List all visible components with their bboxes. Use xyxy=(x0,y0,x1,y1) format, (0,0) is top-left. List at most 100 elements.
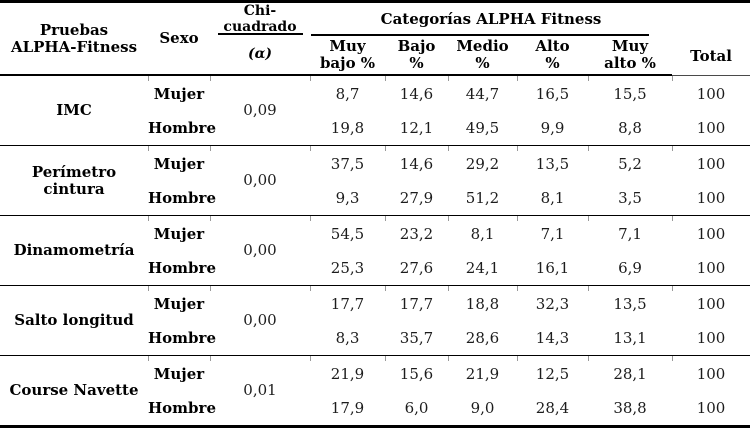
data-cell: 16,5 xyxy=(517,75,588,112)
data-cell: 21,9 xyxy=(448,355,517,392)
sexo-cell: Hombre xyxy=(148,399,216,418)
total-cell: 100 xyxy=(672,75,750,112)
data-cell: 8,1 xyxy=(448,215,517,252)
group-imc: IMC Mujer 0,09 8,7 14,6 44,7 16,5 15,5 1… xyxy=(0,75,750,146)
chi-value: 0,00 xyxy=(210,215,310,286)
header-chi-cuadrado: Chi- cuadrado xyxy=(210,0,310,36)
chi-value: 0,01 xyxy=(210,355,310,427)
group-salto-longitud: Salto longitud Mujer 0,00 17,7 17,7 18,8… xyxy=(0,285,750,356)
total-cell: 100 xyxy=(672,215,750,252)
data-cell: 3,5 xyxy=(618,189,642,208)
data-cell: 17,7 xyxy=(385,285,448,322)
data-cell: 17,9 xyxy=(330,399,365,418)
data-cell: 49,5 xyxy=(465,119,500,138)
data-cell: 28,1 xyxy=(588,355,673,392)
sexo-cell: Hombre xyxy=(148,329,216,348)
chi-value: 0,09 xyxy=(210,75,310,146)
table-row: Salto longitud Mujer 0,00 17,7 17,7 18,8… xyxy=(0,285,750,356)
data-cell: 25,3 xyxy=(330,259,365,278)
data-cell: 18,8 xyxy=(448,285,517,322)
pruebas-label: Dinamometría xyxy=(0,215,148,286)
chi-value: 0,00 xyxy=(210,145,310,216)
data-cell: 7,1 xyxy=(517,215,588,252)
pruebas-label: IMC xyxy=(56,101,92,120)
header-alto: Alto % xyxy=(517,36,588,76)
table-row: Perímetro cintura Mujer 0,00 37,5 14,6 2… xyxy=(0,145,750,216)
data-cell: 16,1 xyxy=(535,259,570,278)
data-cell: 32,3 xyxy=(517,285,588,322)
header-muy-alto: Muy alto % xyxy=(588,36,673,76)
data-cell: 7,1 xyxy=(588,215,673,252)
data-cell: 9,9 xyxy=(540,119,565,138)
sexo-cell: Mujer xyxy=(148,215,210,252)
data-cell: 28,4 xyxy=(535,399,570,418)
data-cell: 51,2 xyxy=(465,189,500,208)
data-cell: 5,2 xyxy=(588,145,673,182)
data-cell: 13,5 xyxy=(588,285,673,322)
data-cell: 35,7 xyxy=(399,329,434,348)
data-cell: 9,3 xyxy=(335,189,360,208)
data-cell: 44,7 xyxy=(448,75,517,112)
group-dinamometria: Dinamometría Mujer 0,00 54,5 23,2 8,1 7,… xyxy=(0,215,750,286)
header-pruebas-alpha-fitness: Pruebas ALPHA-Fitness xyxy=(0,0,148,76)
sexo-cell: Mujer xyxy=(148,285,210,322)
sexo-cell: Mujer xyxy=(148,145,210,182)
data-cell: 9,0 xyxy=(470,399,495,418)
data-cell: 21,9 xyxy=(310,355,385,392)
header-bajo: Bajo % xyxy=(385,36,448,76)
data-cell: 17,7 xyxy=(310,285,385,322)
total-cell: 100 xyxy=(696,329,726,348)
header-sexo: Sexo xyxy=(148,0,210,76)
sexo-cell: Hombre xyxy=(148,119,216,138)
sexo-cell: Mujer xyxy=(148,355,210,392)
data-cell: 19,8 xyxy=(330,119,365,138)
data-cell: 15,6 xyxy=(385,355,448,392)
header-alpha-symbol: (α) xyxy=(210,36,310,76)
data-cell: 28,6 xyxy=(465,329,500,348)
table-row: Course Navette Mujer 0,01 21,9 15,6 21,9… xyxy=(0,355,750,427)
data-cell: 27,6 xyxy=(399,259,434,278)
pruebas-label: Course Navette xyxy=(0,355,148,427)
data-cell: 38,8 xyxy=(613,399,647,418)
data-cell: 12,5 xyxy=(517,355,588,392)
data-cell: 15,5 xyxy=(588,75,673,112)
total-cell: 100 xyxy=(672,145,750,182)
pruebas-label: Salto longitud xyxy=(0,285,148,356)
total-cell: 100 xyxy=(672,285,750,322)
table-row: Dinamometría Mujer 0,00 54,5 23,2 8,1 7,… xyxy=(0,215,750,286)
data-cell: 8,8 xyxy=(618,119,642,138)
table-row: Hombre 9,3 27,9 51,2 8,1 3,5 100 xyxy=(0,182,750,216)
data-cell: 8,3 xyxy=(335,329,360,348)
total-cell: 100 xyxy=(696,399,726,418)
pruebas-label: Perímetro cintura xyxy=(0,145,148,216)
data-cell: 12,1 xyxy=(399,119,434,138)
data-cell: 6,9 xyxy=(618,259,642,278)
sexo-cell: Hombre xyxy=(148,189,216,208)
group-perimetro-cintura: Perímetro cintura Mujer 0,00 37,5 14,6 2… xyxy=(0,145,750,216)
header-total: Total xyxy=(672,0,750,76)
data-cell: 6,0 xyxy=(404,399,429,418)
data-cell: 54,5 xyxy=(310,215,385,252)
data-cell: 8,7 xyxy=(310,75,385,112)
data-cell: 8,1 xyxy=(540,189,565,208)
total-cell: 100 xyxy=(672,355,750,392)
total-cell: 100 xyxy=(696,259,726,278)
total-cell: 100 xyxy=(696,119,726,138)
table-row: Hombre 25,3 27,6 24,1 16,1 6,9 100 xyxy=(0,252,750,286)
table-row: Hombre 19,8 12,1 49,5 9,9 8,8 100 xyxy=(0,112,750,146)
sexo-cell: Hombre xyxy=(148,259,216,278)
data-cell: 23,2 xyxy=(385,215,448,252)
data-cell: 24,1 xyxy=(465,259,500,278)
header-medio: Medio % xyxy=(448,36,517,76)
data-cell: 13,1 xyxy=(613,329,647,348)
data-cell: 13,5 xyxy=(517,145,588,182)
header-muy-bajo: Muy bajo % xyxy=(310,36,385,76)
data-cell: 14,3 xyxy=(535,329,570,348)
data-cell: 14,6 xyxy=(385,75,448,112)
chi-value: 0,00 xyxy=(210,285,310,356)
data-cell: 29,2 xyxy=(448,145,517,182)
table-row: Hombre 8,3 35,7 28,6 14,3 13,1 100 xyxy=(0,322,750,356)
total-cell: 100 xyxy=(696,189,726,208)
group-course-navette: Course Navette Mujer 0,01 21,9 15,6 21,9… xyxy=(0,355,750,427)
